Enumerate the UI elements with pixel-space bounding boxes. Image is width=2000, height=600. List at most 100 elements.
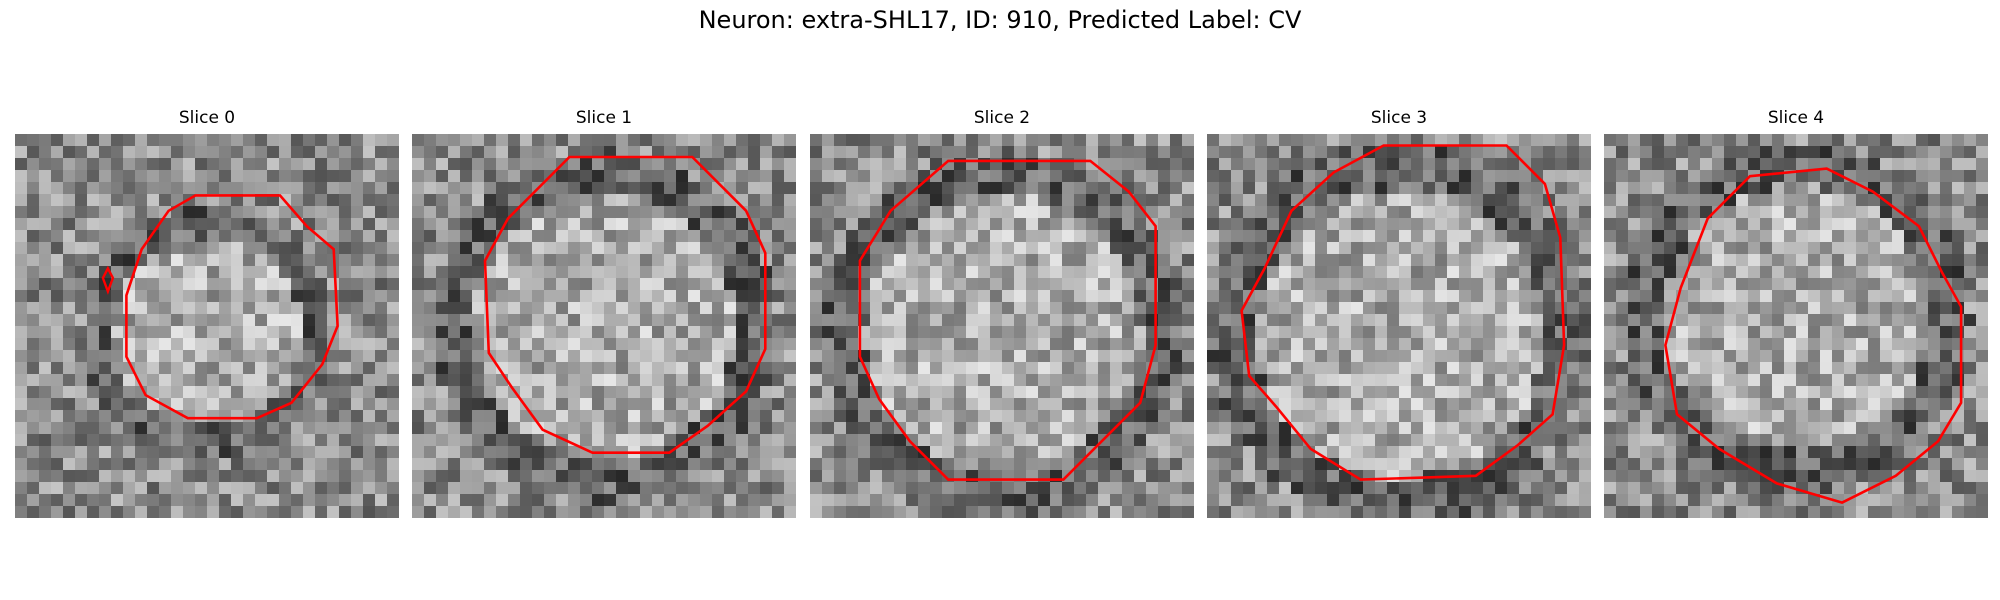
image-pixel [834,458,847,471]
image-pixel [1471,506,1484,518]
image-pixel [1315,422,1328,435]
image-pixel [412,494,425,507]
image-pixel [748,482,761,495]
image-pixel [1279,374,1292,387]
image-pixel [1062,206,1075,219]
image-pixel [834,482,847,495]
image-pixel [448,410,461,423]
image-pixel [1435,242,1448,255]
image-pixel [918,398,931,411]
image-pixel [664,170,677,183]
image-pixel [1808,458,1821,471]
image-pixel [1170,362,1183,375]
image-pixel [159,458,172,471]
image-pixel [111,134,124,147]
image-pixel [1122,194,1135,207]
image-pixel [882,242,895,255]
image-pixel [1435,386,1448,399]
image-pixel [231,338,244,351]
image-pixel [1760,338,1773,351]
image-pixel [51,506,64,518]
image-pixel [1255,206,1268,219]
image-pixel [846,194,859,207]
image-pixel [1604,242,1617,255]
image-pixel [147,374,160,387]
image-pixel [1026,134,1039,147]
image-pixel [207,458,220,471]
image-pixel [195,434,208,447]
image-pixel [1243,242,1256,255]
image-pixel [1279,266,1292,279]
image-pixel [255,482,268,495]
image-pixel [1880,350,1893,363]
image-pixel [1291,218,1304,231]
image-pixel [63,458,76,471]
image-pixel [1351,446,1364,459]
image-pixel [1002,446,1015,459]
image-pixel [291,350,304,363]
image-pixel [1170,134,1183,147]
image-pixel [15,146,28,159]
image-pixel [315,266,328,279]
image-pixel [1868,266,1881,279]
slice-title: Slice 2 [973,108,1031,128]
image-pixel [712,302,725,315]
image-pixel [592,314,605,327]
image-pixel [1243,422,1256,435]
image-pixel [736,458,749,471]
image-pixel [628,470,641,483]
image-pixel [207,350,220,363]
image-pixel [1243,230,1256,243]
image-pixel [1134,494,1147,507]
image-pixel [448,470,461,483]
image-pixel [412,410,425,423]
image-pixel [123,470,136,483]
image-pixel [508,242,521,255]
image-pixel [375,350,388,363]
image-pixel [436,182,449,195]
image-pixel [291,254,304,267]
image-pixel [1676,254,1689,267]
image-pixel [822,146,835,159]
image-pixel [1567,146,1580,159]
image-pixel [1038,314,1051,327]
image-pixel [520,470,533,483]
image-pixel [652,398,665,411]
image-pixel [159,494,172,507]
image-pixel [1976,386,1988,399]
image-pixel [942,398,955,411]
image-pixel [291,410,304,423]
image-pixel [1880,386,1893,399]
image-pixel [496,338,509,351]
image-pixel [592,434,605,447]
image-pixel [676,278,689,291]
image-pixel [834,326,847,339]
image-pixel [1844,194,1857,207]
image-pixel [291,482,304,495]
image-pixel [1207,194,1220,207]
image-pixel [664,194,677,207]
image-pixel [327,218,340,231]
image-pixel [1519,398,1532,411]
image-pixel [1267,218,1280,231]
image-pixel [580,494,593,507]
image-pixel [99,446,112,459]
image-pixel [279,446,292,459]
image-pixel [1279,314,1292,327]
image-pixel [1291,494,1304,507]
image-pixel [159,302,172,315]
image-pixel [1158,314,1171,327]
image-pixel [1976,242,1988,255]
image-pixel [1062,170,1075,183]
image-pixel [1243,398,1256,411]
image-pixel [978,326,991,339]
image-pixel [1447,410,1460,423]
image-pixel [1002,374,1015,387]
image-pixel [760,446,773,459]
image-pixel [1796,230,1809,243]
image-pixel [1014,326,1027,339]
image-pixel [315,158,328,171]
image-pixel [966,362,979,375]
image-pixel [942,266,955,279]
image-pixel [424,182,437,195]
